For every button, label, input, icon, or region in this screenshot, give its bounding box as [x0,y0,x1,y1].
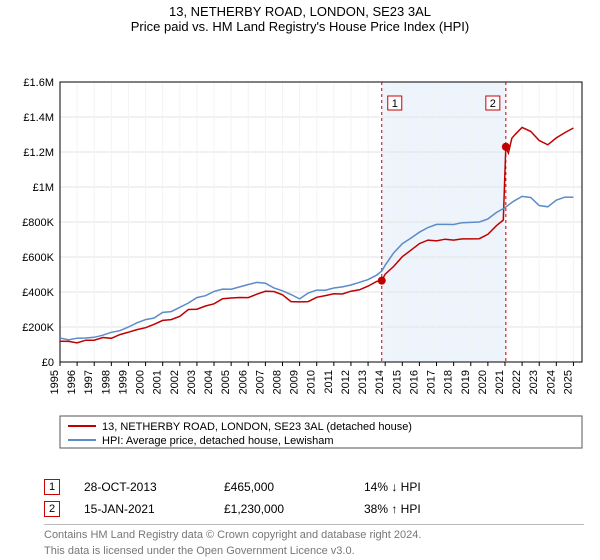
svg-text:2020: 2020 [477,370,489,394]
footer-licence: This data is licensed under the Open Gov… [0,543,600,559]
svg-text:2016: 2016 [408,370,420,394]
chart-subtitle: Price paid vs. HM Land Registry's House … [0,19,600,36]
svg-text:2014: 2014 [374,370,386,394]
sale-date: 15-JAN-2021 [84,502,224,516]
svg-text:£200K: £200K [22,322,54,334]
svg-text:1997: 1997 [83,370,95,394]
svg-text:2023: 2023 [528,370,540,394]
svg-text:£1.4M: £1.4M [23,112,54,124]
svg-text:£400K: £400K [22,287,54,299]
svg-text:2001: 2001 [152,370,164,394]
sale-row-marker-icon: 2 [44,501,60,517]
svg-text:2004: 2004 [203,370,215,394]
svg-text:2013: 2013 [357,370,369,394]
svg-text:2017: 2017 [426,370,438,394]
legend-label-hpi: HPI: Average price, detached house, Lewi… [102,435,334,447]
sale-price: £465,000 [224,480,364,494]
svg-text:1: 1 [392,98,398,110]
sale-delta-vs-hpi: 14% ↓ HPI [364,480,421,494]
svg-text:£600K: £600K [22,252,54,264]
sale-row-2: 2 15-JAN-2021£1,230,00038% ↑ HPI [0,498,600,520]
svg-text:2019: 2019 [460,370,472,394]
sale-point-2 [502,143,510,151]
svg-text:2000: 2000 [135,370,147,394]
svg-text:2022: 2022 [511,370,523,394]
sale-delta-vs-hpi: 38% ↑ HPI [364,502,421,516]
svg-text:2: 2 [490,98,496,110]
svg-text:2006: 2006 [237,370,249,394]
svg-text:2018: 2018 [443,370,455,394]
sale-price: £1,230,000 [224,502,364,516]
sale-events-table: 1 28-OCT-2013£465,00014% ↓ HPI 2 15-JAN-202… [0,476,600,525]
svg-text:2025: 2025 [562,370,574,394]
sale-point-1 [378,277,386,285]
svg-text:1999: 1999 [117,370,129,394]
svg-text:1998: 1998 [100,370,112,394]
svg-text:2005: 2005 [220,370,232,394]
svg-text:£800K: £800K [22,217,54,229]
svg-text:£1M: £1M [33,182,54,194]
svg-text:£1.2M: £1.2M [23,147,54,159]
svg-text:1996: 1996 [66,370,78,394]
svg-text:2015: 2015 [391,370,403,394]
svg-text:2012: 2012 [340,370,352,394]
legend-label-property: 13, NETHERBY ROAD, LONDON, SE23 3AL (det… [102,421,412,433]
svg-text:2011: 2011 [323,370,335,394]
svg-text:2021: 2021 [494,370,506,394]
footer-copyright: Contains HM Land Registry data © Crown c… [0,527,600,543]
svg-text:2007: 2007 [254,370,266,394]
svg-text:1995: 1995 [49,370,61,394]
svg-text:£0: £0 [42,357,54,369]
sale-date: 28-OCT-2013 [84,480,224,494]
separator [44,524,584,525]
price-chart: £0 £200K £400K £600K £800K £1M £1.2M £1.4M £1.6M… [0,36,600,476]
svg-text:£1.6M: £1.6M [23,77,54,89]
chart-title: 13, NETHERBY ROAD, LONDON, SE23 3AL [0,0,600,19]
sale-row-1: 1 28-OCT-2013£465,00014% ↓ HPI [0,476,600,498]
svg-text:2024: 2024 [545,370,557,394]
svg-text:2008: 2008 [271,370,283,394]
svg-text:2002: 2002 [169,370,181,394]
svg-text:2003: 2003 [186,370,198,394]
svg-text:2010: 2010 [306,370,318,394]
sale-row-marker-icon: 1 [44,479,60,495]
svg-text:2009: 2009 [289,370,301,394]
